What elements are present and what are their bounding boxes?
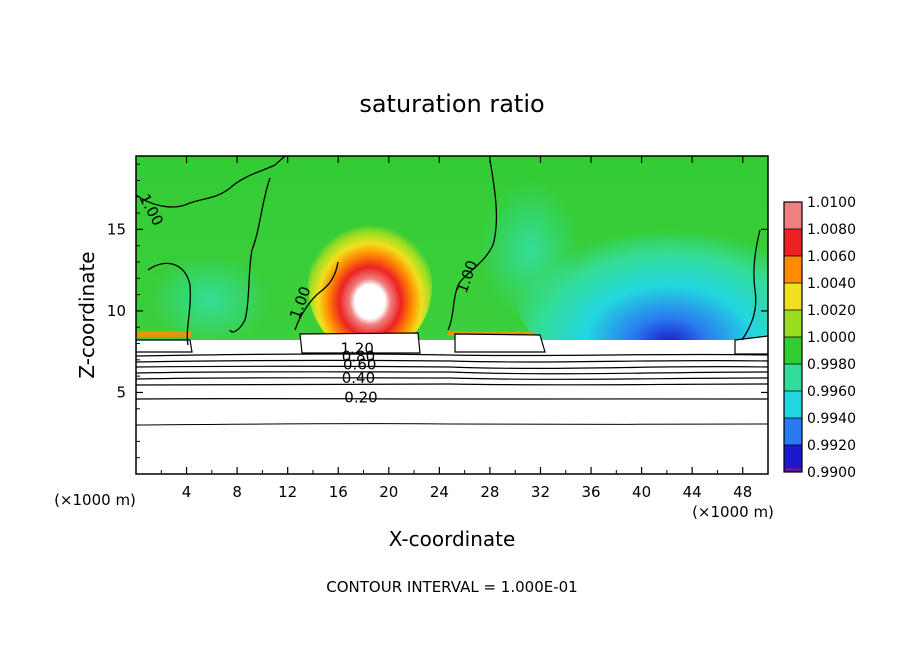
contour-label: 0.20 [344,388,377,406]
supersaturated-plume [308,215,432,355]
x-tick-label: 44 [683,483,702,501]
contour-label: 0.40 [342,369,375,387]
x-axis: 4 8 12 16 20 24 28 32 36 40 44 48 [160,156,752,501]
colorbar-band [784,256,802,283]
colorbar-band-min [784,468,802,472]
orange-band-left [136,331,191,337]
contour-label: 0.80 [342,348,375,366]
colorbar-label: 1.0080 [807,222,856,238]
colorbar-label: 1.0020 [807,303,856,319]
y-axis-title: Z-coordinate [75,251,99,378]
x-tick-label: 36 [581,483,600,501]
colorbar-band [784,283,802,310]
colorbar-label: 0.9960 [807,384,856,400]
colorbar-label: 0.9900 [807,465,856,481]
colorbar-label: 1.0100 [807,195,856,211]
colorbar-label: 0.9940 [807,411,856,427]
colorbar: 0.9900 0.9920 0.9940 0.9960 0.9980 1.0000 1.00… [783,195,856,481]
colorbar-band [784,364,802,391]
colorbar-label: 0.9920 [807,438,856,454]
x-tick-label: 16 [329,483,348,501]
y-tick-label: 5 [116,383,126,401]
x-tick-label: 12 [278,483,297,501]
cloud-top-blobs [136,332,768,355]
contour-upper-6 [741,229,761,341]
contour-interval-note: CONTOUR INTERVAL = 1.000E-01 [326,578,577,596]
cool-patch-left [150,255,270,345]
colorbar-band [784,445,802,472]
colorbar-band [784,202,802,229]
x-tick-label: 20 [379,483,398,501]
y-tick-label: 15 [107,220,126,238]
y-axis: 5 10 15 [107,163,768,459]
x-tick-label: 32 [531,483,550,501]
lower-white-region [136,340,768,474]
colorbar-label: 0.9980 [807,357,856,373]
contour-label: 1.20 [340,339,373,357]
contour-upper-1 [136,156,286,208]
contour-labels: 1.200.800.600.400.201.001.001.00 [135,191,481,407]
contour-upper-5 [294,261,339,331]
x-axis-title: X-coordinate [389,527,516,551]
contour-label: 0.60 [343,356,376,374]
y-tick-label: 10 [107,302,126,320]
colorbar-band [784,229,802,256]
y-unit-label: (×1000 m) [54,491,136,509]
plot-area [136,156,768,474]
contour-upper-4 [447,159,498,331]
x-tick-label: 40 [632,483,651,501]
contour-upper-3 [147,262,192,346]
x-unit-label: (×1000 m) [692,503,774,521]
stratified-contours [136,353,768,426]
colorbar-band [784,418,802,445]
colorbar-band [784,310,802,337]
colorbar-band [784,391,802,418]
x-tick-label: 8 [232,483,242,501]
x-tick-label: 4 [182,483,192,501]
x-tick-label: 28 [480,483,499,501]
plot-frame [135,155,769,475]
chart-title: saturation ratio [359,90,544,118]
x-tick-label: 24 [430,483,449,501]
orange-band-mid [448,331,533,336]
colorbar-label: 1.0040 [807,276,856,292]
colorbar-band [784,337,802,364]
contour-upper-2 [229,177,271,333]
colorbar-label: 1.0000 [807,330,856,346]
x-tick-label: 48 [733,483,752,501]
subsaturated-zone [515,195,768,385]
colorbar-label: 1.0060 [807,249,856,265]
